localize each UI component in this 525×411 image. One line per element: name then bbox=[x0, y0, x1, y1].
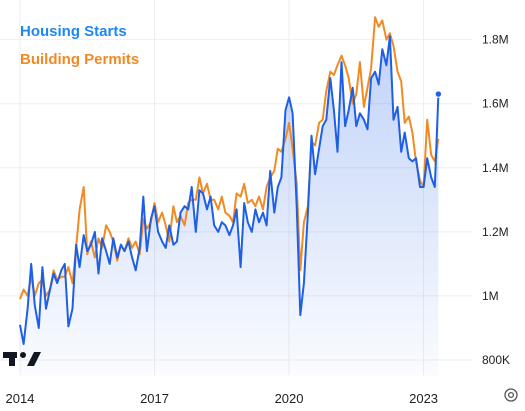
last-point-markers bbox=[434, 90, 443, 98]
housing-starts-line bbox=[19, 35, 440, 345]
x-tick-label: 2023 bbox=[409, 391, 438, 406]
y-tick-label: 1M bbox=[482, 289, 499, 303]
housing-starts-last-point bbox=[434, 90, 443, 98]
y-tick-label: 1.6M bbox=[482, 97, 509, 111]
x-axis-ticks: 2014 2017 2020 2023 bbox=[6, 391, 439, 406]
series-lines bbox=[19, 16, 440, 345]
legend-building-permits: Building Permits bbox=[20, 51, 140, 68]
y-tick-label: 1.4M bbox=[482, 161, 509, 175]
housing-starts-area bbox=[20, 36, 439, 377]
gear-icon[interactable] bbox=[503, 387, 519, 403]
legend-housing-starts: Housing Starts bbox=[20, 23, 127, 40]
x-tick-label: 2020 bbox=[275, 391, 304, 406]
tradingview-logo-icon bbox=[3, 352, 41, 366]
y-tick-label: 1.2M bbox=[482, 225, 509, 239]
y-axis-ticks: 800K 1M 1.2M 1.4M 1.6M 1.8M bbox=[482, 33, 510, 367]
y-tick-label: 800K bbox=[482, 353, 510, 367]
x-tick-label: 2014 bbox=[6, 391, 35, 406]
y-tick-label: 1.8M bbox=[482, 33, 509, 47]
x-tick-label: 2017 bbox=[140, 391, 169, 406]
